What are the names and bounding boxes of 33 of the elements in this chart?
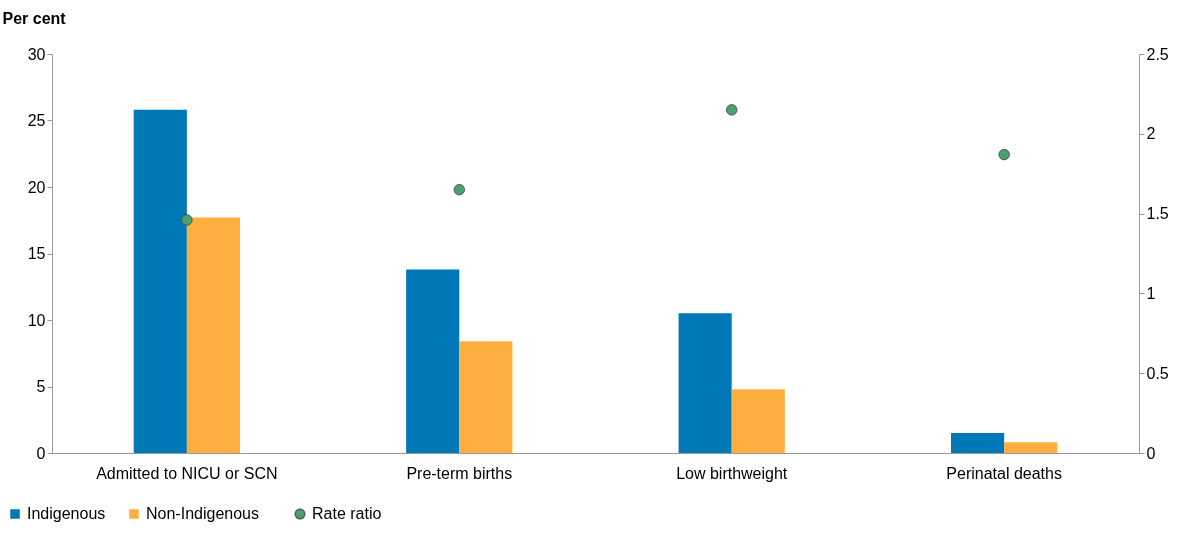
point (725, 104, 738, 116)
point (453, 183, 466, 196)
y-tick-label: 15 (27, 245, 46, 262)
bar (186, 217, 240, 453)
bar (678, 313, 732, 453)
legend-label: Indigenous (27, 505, 106, 522)
point (181, 214, 193, 226)
legend-label: Non-Indigenous (146, 505, 259, 522)
y-tick-label: 0 (36, 444, 46, 462)
y2-tick-label: 2 (1146, 125, 1156, 143)
y-axis-title: Per cent (2, 9, 67, 27)
x-tick-label: Perinatal deaths (946, 464, 1062, 482)
bar (731, 389, 785, 453)
y-tick-label: 5 (36, 378, 46, 395)
y2-tick-label: 0.5 (1146, 364, 1169, 382)
bar (951, 433, 1005, 453)
y2-tick-label: 1 (1146, 284, 1156, 302)
y-tick-label: 25 (27, 112, 46, 129)
y-tick-label: 30 (27, 45, 46, 63)
y2-tick-label: 0 (1146, 444, 1156, 462)
bar (406, 269, 460, 453)
bar (459, 341, 513, 453)
y-tick-label: 10 (27, 311, 46, 329)
y2-tick-label: 2.5 (1146, 45, 1169, 63)
x-tick-label: Low birthweight (676, 464, 788, 482)
bar (133, 109, 187, 453)
x-tick-label: Admitted to NICU or SCN (96, 464, 278, 482)
x-tick-label: Pre-term births (406, 464, 513, 482)
legend-label: Rate ratio (312, 505, 382, 522)
bar (1004, 442, 1058, 453)
point (998, 148, 1010, 161)
y2-tick-label: 1.5 (1146, 205, 1169, 223)
y-tick-label: 20 (27, 178, 46, 196)
